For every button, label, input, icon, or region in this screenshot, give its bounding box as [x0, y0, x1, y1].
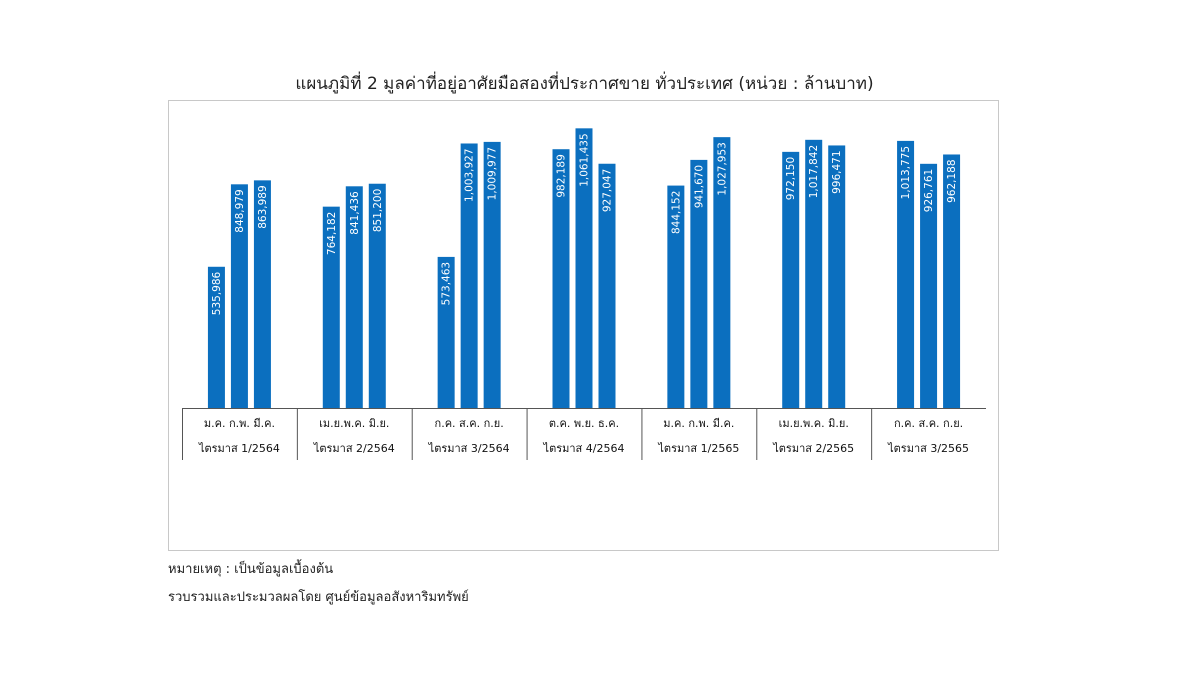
bar-data-label: 1,013,775: [900, 146, 912, 199]
bar: [253, 180, 271, 408]
month-label: ม.ค. ก.พ. มี.ค.: [204, 417, 275, 430]
chart-title: แผนภูมิที่ 2 มูลค่าที่อยู่อาศัยมือสองที่…: [295, 74, 874, 94]
bar: [943, 154, 961, 408]
bar: [230, 184, 248, 408]
bar-data-label: 573,463: [441, 262, 453, 305]
bar-data-label: 941,670: [693, 165, 705, 208]
bar-data-label: 851,200: [372, 189, 384, 232]
quarter-label: ไตรมาส 3/2564: [428, 442, 510, 455]
month-label: ม.ค. ก.พ. มี.ค.: [663, 417, 734, 430]
month-label: ต.ค. พ.ย. ธ.ค.: [549, 417, 619, 430]
bar-data-label: 1,009,977: [487, 147, 499, 200]
quarter-label: ไตรมาส 1/2564: [198, 442, 280, 455]
month-label: เม.ย.พ.ค. มิ.ย.: [319, 417, 389, 430]
bar-data-label: 996,471: [831, 150, 843, 193]
bar: [805, 139, 823, 409]
bar-data-label: 764,182: [326, 212, 338, 255]
bar-data-label: 848,979: [234, 189, 246, 232]
bar-data-label: 863,989: [257, 185, 269, 228]
bar-data-label: 535,986: [211, 271, 223, 315]
month-label: ก.ค. ส.ค. ก.ย.: [894, 417, 963, 430]
month-label: เม.ย.พ.ค. มิ.ย.: [779, 417, 849, 430]
bar-data-label: 841,436: [349, 191, 361, 235]
bar-data-label: 1,017,842: [808, 145, 820, 198]
bar: [460, 143, 478, 408]
bar-data-label: 962,188: [946, 159, 958, 202]
month-label: ก.ค. ส.ค. ก.ย.: [435, 417, 504, 430]
bar: [483, 141, 501, 409]
bar: [552, 149, 570, 409]
bar-data-label: 1,061,435: [579, 133, 591, 186]
source-note: รวบรวมและประมวลผลโดย ศูนย์ข้อมูลอสังหาริ…: [168, 590, 469, 605]
bar: [920, 163, 938, 408]
bar-data-label: 972,150: [785, 157, 797, 200]
bar-data-label: 844,152: [670, 191, 682, 234]
bar-data-label: 927,047: [602, 169, 614, 212]
quarter-label: ไตรมาส 2/2564: [313, 442, 395, 455]
chart-frame: [168, 100, 999, 551]
bar-data-label: 1,003,927: [464, 148, 476, 201]
bar-data-label: 1,027,953: [716, 142, 728, 195]
bar: [322, 206, 340, 408]
quarter-label: ไตรมาส 2/2565: [772, 442, 854, 455]
bar: [690, 159, 708, 408]
bar: [713, 137, 731, 408]
bar: [782, 151, 800, 408]
bar: [897, 140, 915, 408]
quarter-label: ไตรมาส 4/2564: [543, 442, 625, 455]
quarter-label: ไตรมาส 3/2565: [887, 442, 969, 455]
bar: [437, 256, 455, 408]
bar: [598, 163, 616, 408]
remark-note: หมายเหตุ : เป็นข้อมูลเบื้องต้น: [168, 562, 334, 577]
bar-data-label: 982,189: [556, 154, 568, 197]
bar-data-label: 926,761: [923, 169, 935, 212]
bar: [828, 145, 846, 409]
bar: [667, 185, 685, 408]
quarter-label: ไตรมาส 1/2565: [657, 442, 739, 455]
bar: [368, 183, 386, 408]
bar: [207, 266, 225, 408]
bar: [345, 186, 363, 408]
bar: [575, 128, 593, 408]
